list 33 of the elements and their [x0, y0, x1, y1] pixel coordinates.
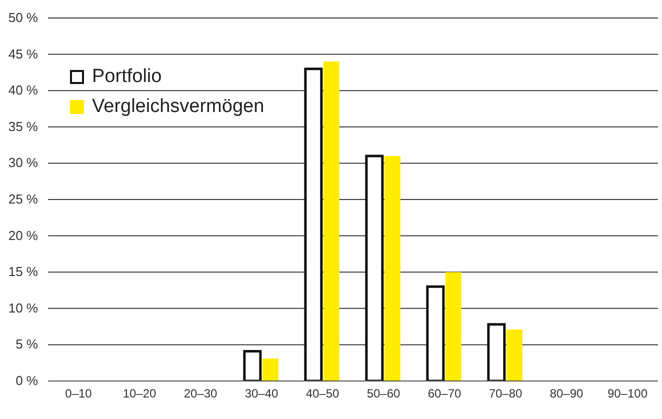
bar: [365, 154, 384, 381]
y-tick-label: 30 %: [8, 155, 38, 170]
bar: [323, 62, 340, 381]
x-tick-label: 60–70: [428, 386, 462, 401]
legend-label: Portfolio: [91, 65, 163, 89]
y-tick-label: 10 %: [8, 300, 38, 316]
y-tick-label: 15 %: [8, 264, 38, 280]
bar: [262, 358, 278, 381]
y-tick-label: 5 %: [16, 336, 38, 352]
bar: [426, 285, 445, 381]
x-tick-label: 30–40: [244, 386, 279, 401]
x-tick-label: 70–80: [488, 386, 523, 401]
y-tick-label: 25 %: [8, 192, 38, 206]
legend-label: Vergleichsvermögen: [91, 95, 264, 119]
y-tick-label: 35 %: [8, 118, 38, 134]
bar: [304, 68, 323, 381]
bar: [384, 156, 400, 381]
x-tick-label: 10–20: [122, 386, 157, 401]
x-tick-label: 40–50: [306, 386, 340, 401]
y-tick-label: 20 %: [8, 228, 38, 243]
x-tick-label: 90–100: [607, 386, 648, 401]
y-tick-label: 40 %: [8, 82, 38, 98]
bar: [445, 272, 462, 381]
bar: [506, 329, 522, 381]
x-tick-label: 50–60: [366, 386, 401, 401]
x-tick-label: 80–90: [550, 386, 584, 401]
y-tick-label: 0 %: [16, 373, 38, 388]
bar: [243, 350, 262, 381]
x-tick-label: 0–10: [65, 386, 92, 401]
y-tick-label: 50 %: [8, 10, 38, 25]
bar: [487, 323, 506, 381]
x-tick-label: 20–30: [184, 386, 218, 401]
y-tick-label: 45 %: [8, 46, 38, 62]
